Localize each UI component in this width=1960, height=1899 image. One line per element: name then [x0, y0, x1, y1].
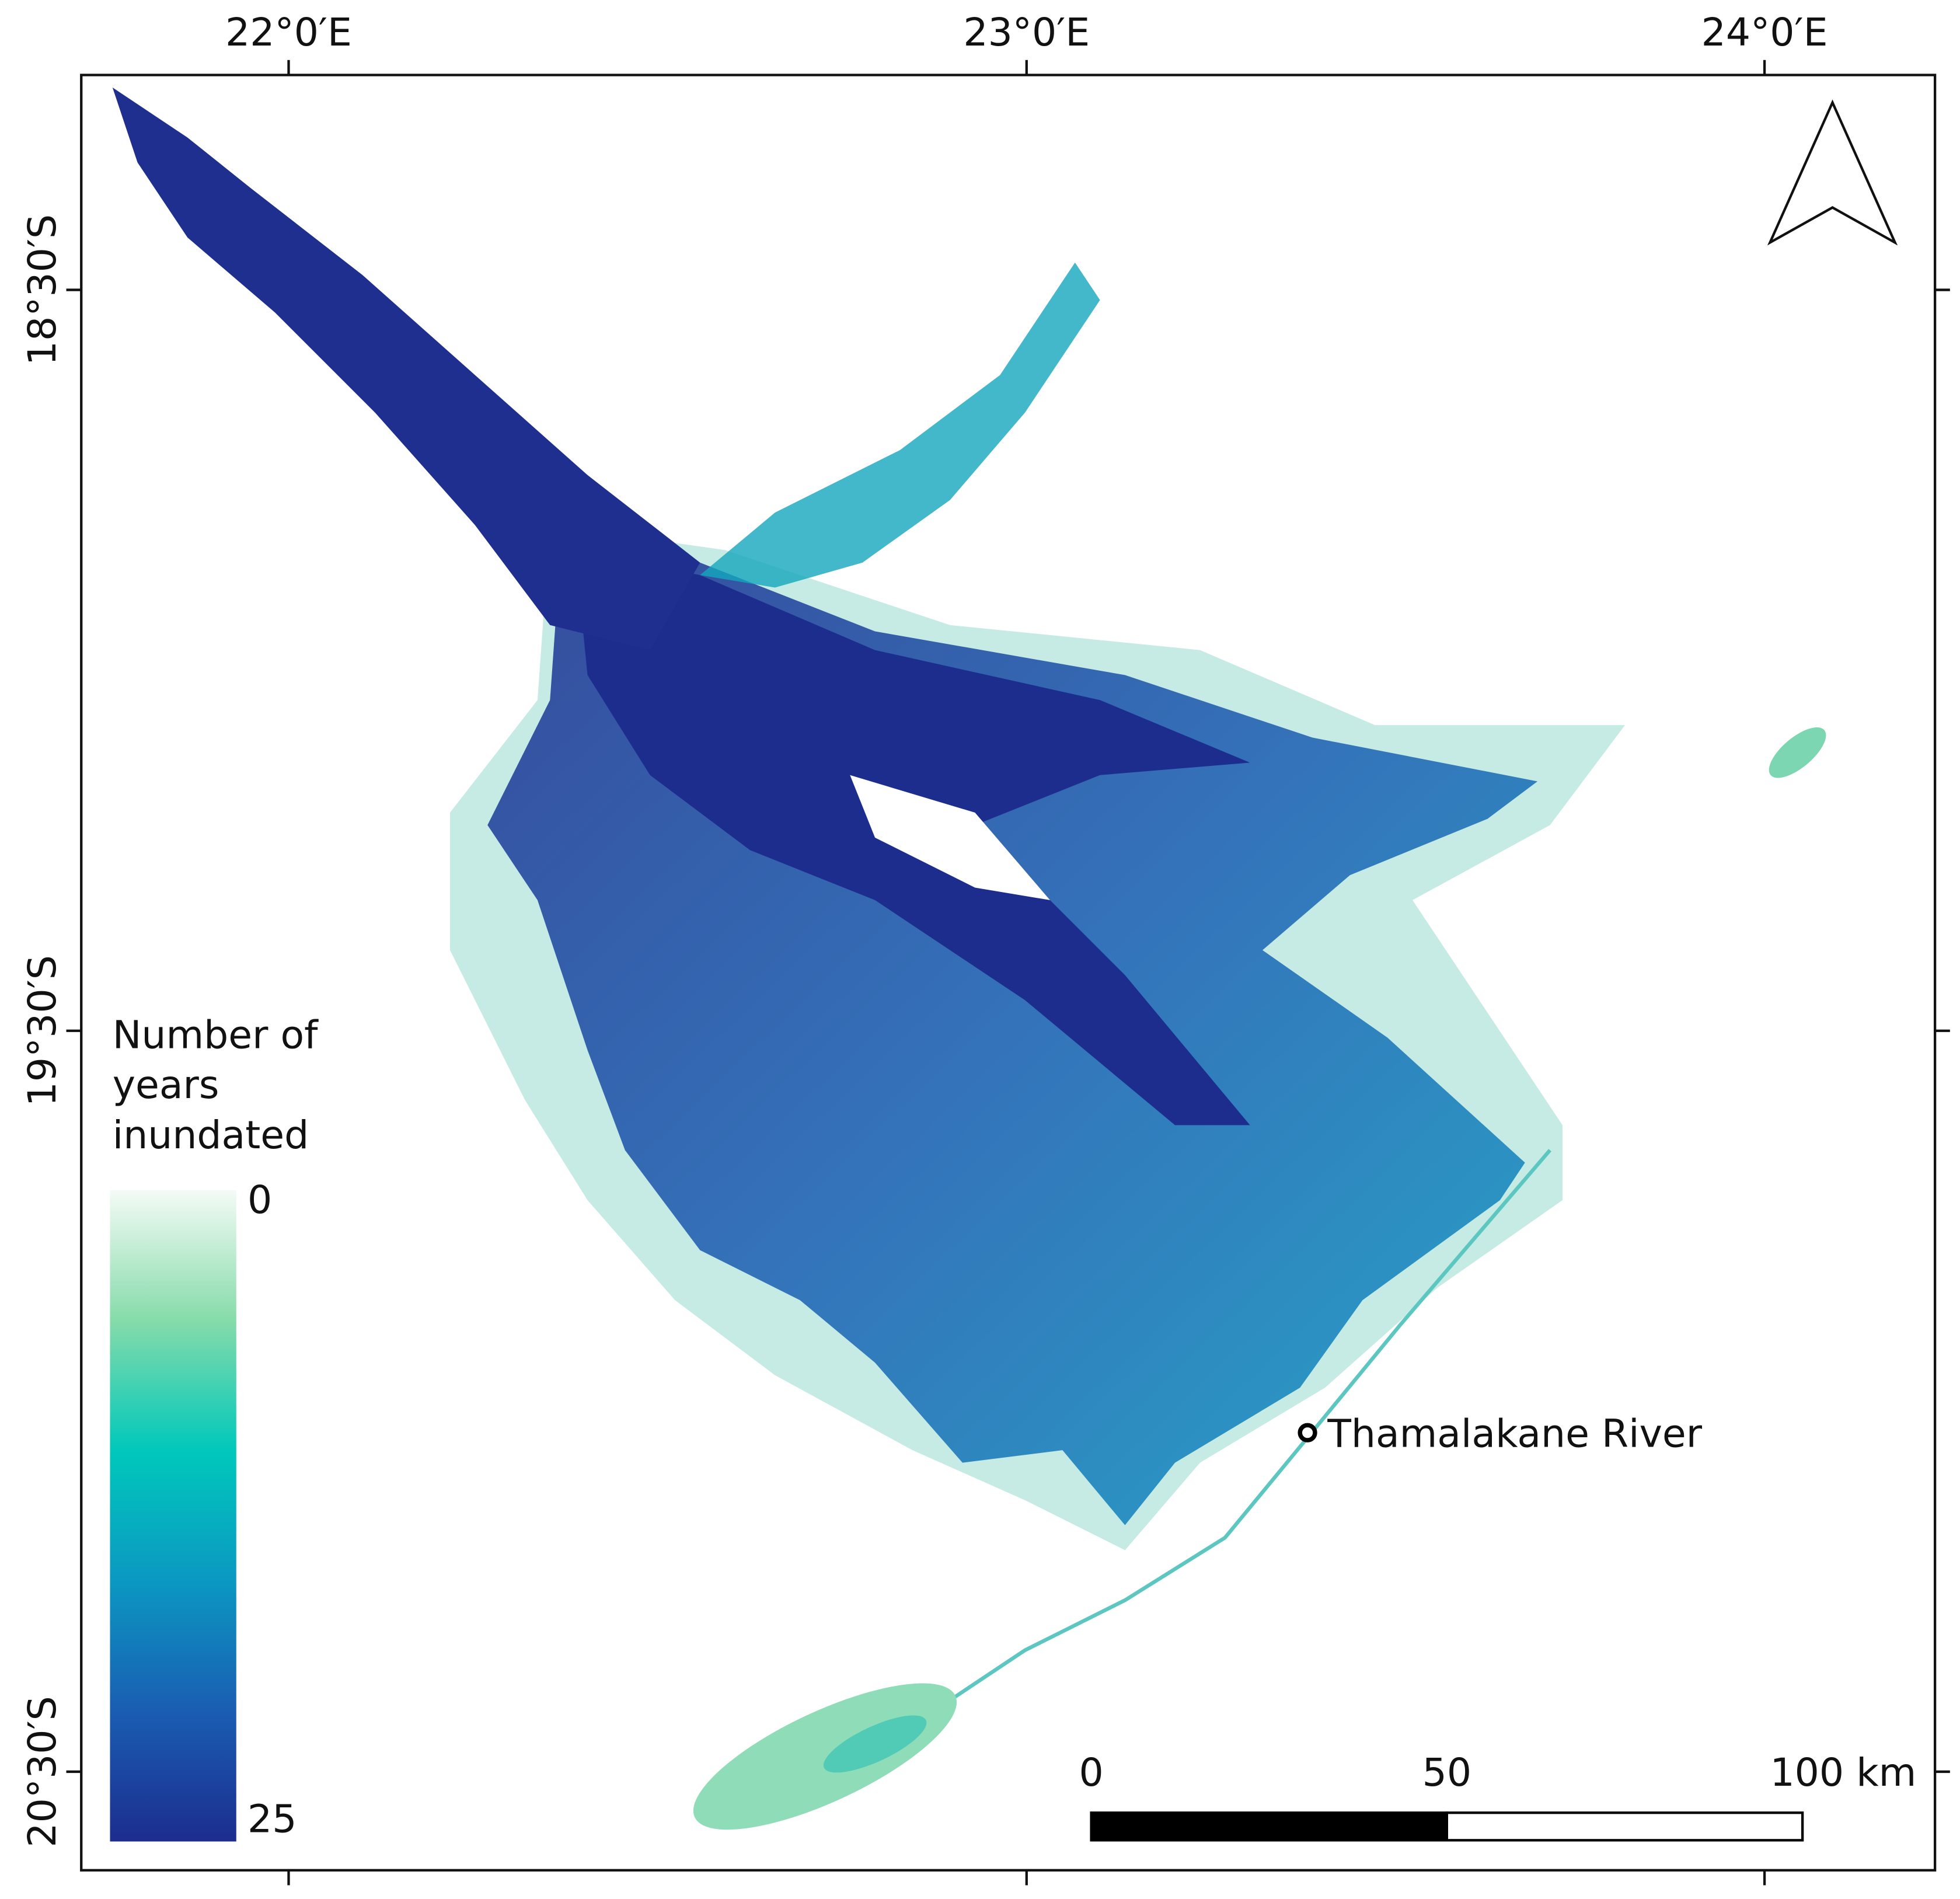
place-marker: Thamalakane River	[1298, 1411, 1703, 1457]
legend-tick-label: 25	[247, 1796, 297, 1841]
inundation-raster	[112, 87, 1826, 1830]
lon-label: 23°0′E	[963, 9, 1090, 55]
lon-label: 24°0′E	[1701, 9, 1828, 55]
scale-label: 100 km	[1770, 1750, 1916, 1795]
lat-label: 20°30′S	[19, 1696, 65, 1847]
scale-segment	[1445, 1811, 1804, 1842]
legend-title: years	[113, 1062, 219, 1107]
lake	[693, 1683, 957, 1830]
legend-title: Number of	[113, 1012, 319, 1058]
lon-label: 22°0′E	[225, 9, 352, 55]
lat-label: 19°30′S	[19, 955, 65, 1106]
place-dot	[1298, 1423, 1317, 1442]
north-arrow-shape	[1767, 99, 1898, 246]
river	[948, 1149, 1551, 1702]
island	[850, 775, 1050, 900]
east-patch	[1769, 727, 1826, 778]
panhandle	[112, 87, 700, 650]
legend-title: inundated	[113, 1112, 309, 1158]
scale-label: 0	[1079, 1750, 1103, 1795]
legend-tick-label: 0	[247, 1177, 272, 1222]
north-arrow	[1767, 99, 1898, 246]
north-branch	[700, 262, 1100, 588]
scale-label: 50	[1422, 1750, 1471, 1795]
colorbar	[110, 1190, 236, 1842]
lake-core	[823, 1715, 927, 1773]
lat-label: 18°30′S	[19, 214, 65, 365]
scale-segment	[1090, 1811, 1449, 1842]
place-label: Thamalakane River	[1327, 1411, 1702, 1457]
map-frame	[80, 74, 1937, 1872]
